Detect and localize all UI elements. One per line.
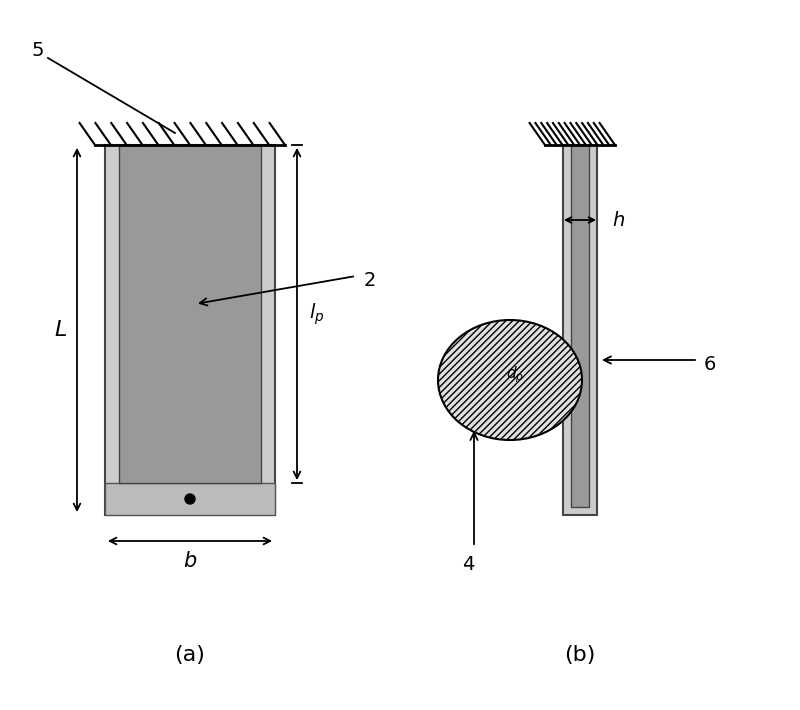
Text: $l_p$: $l_p$ xyxy=(310,301,325,327)
Text: $b$: $b$ xyxy=(183,551,197,571)
Text: $L$: $L$ xyxy=(54,320,67,340)
Text: $d_p$: $d_p$ xyxy=(506,365,524,386)
Text: (b): (b) xyxy=(564,645,596,665)
Text: 2: 2 xyxy=(364,271,376,290)
Bar xyxy=(571,145,589,507)
Text: 4: 4 xyxy=(462,555,474,574)
Bar xyxy=(105,483,275,515)
Text: 6: 6 xyxy=(704,356,716,374)
Bar xyxy=(105,145,275,515)
Circle shape xyxy=(185,494,195,504)
Text: $h$: $h$ xyxy=(613,210,626,229)
Text: (a): (a) xyxy=(174,645,206,665)
Text: 5: 5 xyxy=(32,40,44,60)
Bar xyxy=(563,145,597,515)
Bar xyxy=(119,145,261,483)
Ellipse shape xyxy=(438,320,582,440)
